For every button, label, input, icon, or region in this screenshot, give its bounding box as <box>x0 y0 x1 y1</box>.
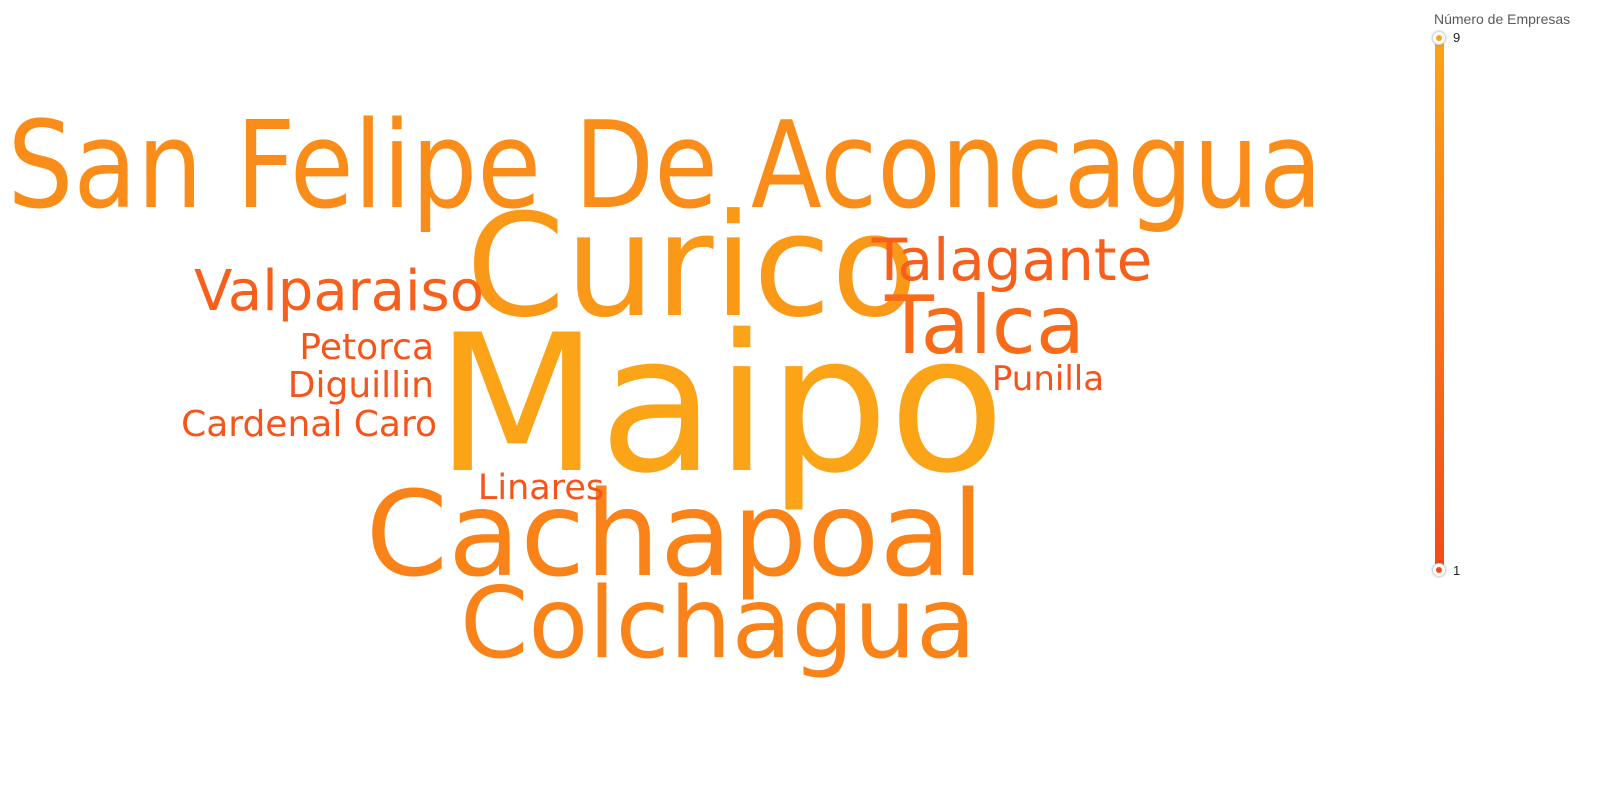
word-curico: Curico <box>466 184 918 349</box>
word-maipo: Maipo <box>435 294 1005 515</box>
color-legend: Número de Empresas 9 1 <box>1420 0 1600 620</box>
word-diguillin: Diguillin <box>288 365 434 406</box>
word-san-felipe-de-aconcagua: San Felipe De Aconcagua <box>8 97 1323 236</box>
word-talca: Talca <box>884 279 1085 372</box>
word-petorca: Petorca <box>299 327 434 368</box>
word-colchagua: Colchagua <box>460 567 976 681</box>
word-valparaiso: Valparaiso <box>194 259 484 324</box>
word-talagante: Talagante <box>871 226 1153 294</box>
legend-max-handle[interactable] <box>1432 31 1446 45</box>
word-linares: Linares <box>478 468 604 508</box>
word-cachapoal: Cachapoal <box>366 465 985 603</box>
word-cardenal-caro: Cardenal Caro <box>181 404 437 445</box>
legend-min-label: 1 <box>1453 563 1461 578</box>
legend-min-handle[interactable] <box>1432 563 1446 577</box>
word-punilla: Punilla <box>992 359 1104 399</box>
legend-gradient-bar <box>1435 38 1444 570</box>
legend-max-label: 9 <box>1453 30 1461 45</box>
legend-title: Número de Empresas <box>1434 11 1571 27</box>
